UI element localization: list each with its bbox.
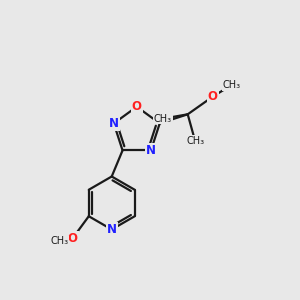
Text: N: N: [107, 223, 117, 236]
Text: O: O: [132, 100, 142, 113]
Text: O: O: [68, 232, 78, 245]
Text: O: O: [208, 90, 218, 103]
Text: N: N: [146, 144, 156, 157]
Text: N: N: [109, 117, 119, 130]
Text: CH₃: CH₃: [154, 114, 172, 124]
Text: CH₃: CH₃: [223, 80, 241, 90]
Text: CH₃: CH₃: [50, 236, 68, 246]
Text: CH₃: CH₃: [186, 136, 204, 146]
